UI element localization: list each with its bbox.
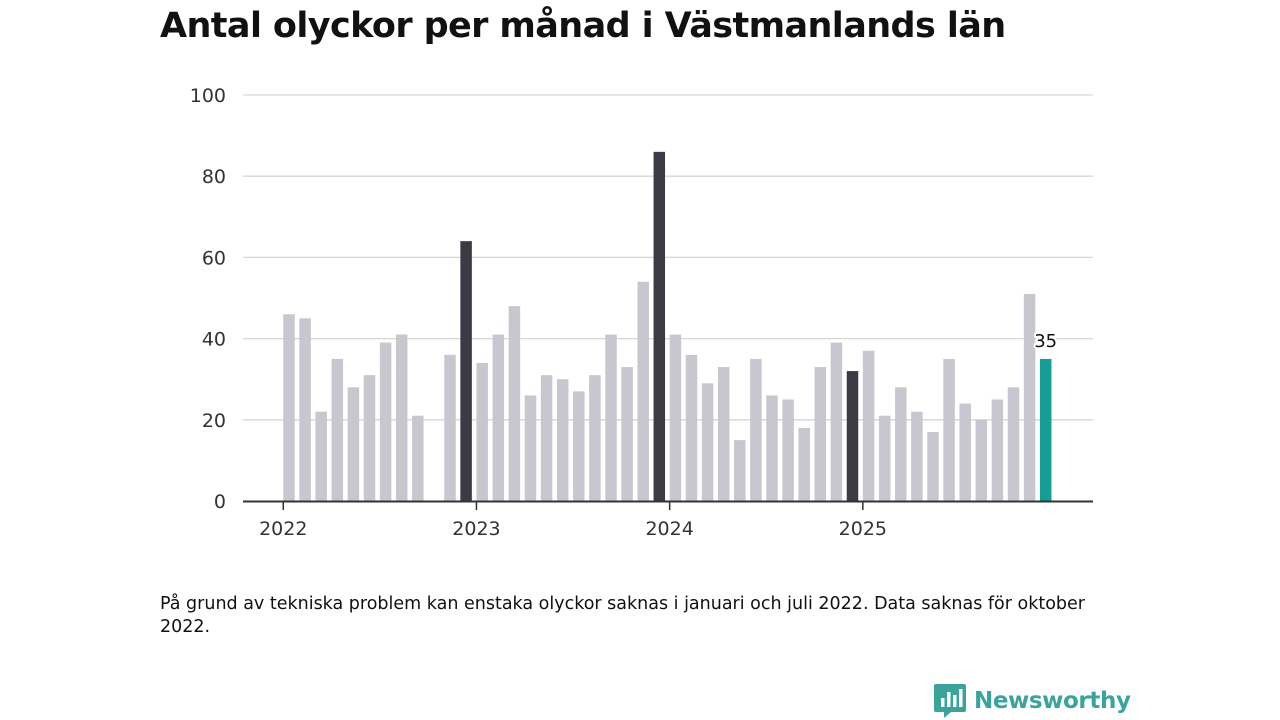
bar-2025-07: 2025-07: 24	[959, 403, 971, 501]
bar-2025-04: 2025-04: 22	[911, 411, 923, 501]
footnote: På grund av tekniska problem kan enstaka…	[160, 594, 1085, 637]
bar-2023-01: 2023-01: 34	[476, 362, 488, 501]
bar-2023-08: 2023-08: 31	[589, 375, 601, 501]
bar-2024-04: 2024-04: 33	[717, 367, 730, 501]
bar-2023-07: 2023-07: 27	[573, 391, 585, 501]
bar-series: 2022-01: 46 2022-02: 45 2022-03: 22 2022-04…	[283, 151, 1052, 501]
bar-2024-11: 2024-11: 39	[830, 342, 843, 501]
bar-2024-08: 2024-08: 25	[782, 399, 794, 501]
x-tick-label: 2024	[645, 518, 693, 540]
bar-2022-09: 2022-09: 21	[412, 415, 424, 501]
x-axis: 2022 2023 2024 2025	[243, 500, 1093, 540]
brand-logo: Newsworthy	[933, 683, 1131, 719]
y-tick-label: 40	[202, 329, 226, 351]
bar-2023-12: 2023-12: 86	[653, 151, 666, 501]
y-tick-label: 0	[214, 491, 226, 513]
bar-2024-05: 2024-05: 15	[734, 440, 746, 501]
bar-2024-01: 2024-01: 41	[669, 334, 682, 501]
data-labels: 35	[1032, 329, 1059, 354]
x-tick-label: 2025	[839, 518, 887, 540]
bar-2024-12: 2024-12: 32	[846, 371, 859, 501]
bar-2025-02: 2025-02: 21	[878, 415, 891, 501]
bar-2024-02: 2024-02: 36	[685, 354, 698, 501]
bar-2023-06: 2023-06: 30	[556, 379, 569, 501]
bar-2023-11: 2023-11: 54	[637, 281, 649, 501]
chart-title: Antal olyckor per månad i Västmanlands l…	[160, 6, 1006, 46]
data-label: 35	[1034, 331, 1057, 352]
bar-2022-05: 2022-05: 28	[347, 387, 360, 501]
bar-2024-07: 2024-07: 26	[766, 395, 778, 501]
bar-2025-06: 2025-06: 35	[943, 358, 955, 501]
bar-2022-04: 2022-04: 35	[331, 358, 344, 501]
bar-2024-10: 2024-10: 33	[814, 367, 827, 501]
bar-2025-03: 2025-03: 28	[895, 387, 907, 501]
bar-2022-12: 2022-12: 64	[460, 241, 472, 501]
bar-2023-05: 2023-05: 31	[540, 375, 553, 501]
bar-2025-05: 2025-05: 17	[927, 431, 939, 501]
bar-2022-08: 2022-08: 41	[395, 334, 408, 501]
y-tick-label: 20	[202, 410, 226, 432]
bar-2025-01: 2025-01: 37	[862, 350, 875, 501]
bar-2022-02: 2022-02: 45	[299, 318, 311, 501]
bar-2022-07: 2022-07: 39	[379, 342, 392, 501]
bar-2023-03: 2023-03: 48	[508, 306, 521, 501]
y-tick-label: 60	[202, 247, 226, 269]
bar-2024-09: 2024-09: 18	[798, 427, 810, 501]
bar-2025-10: 2025-10: 28	[1007, 387, 1020, 501]
bar-2023-04: 2023-04: 26	[524, 395, 537, 501]
bar-2025-12: 2025-12: 35	[1039, 358, 1052, 501]
bar-2022-01: 2022-01: 46	[283, 314, 295, 501]
bar-2024-03: 2024-03: 29	[701, 383, 714, 501]
y-tick-label: 100	[190, 85, 226, 107]
grid-lines	[243, 94, 1093, 421]
bar-2023-09: 2023-09: 41	[605, 334, 617, 501]
bar-2024-06: 2024-06: 35	[750, 358, 762, 501]
bar-2025-11: 2025-11: 51	[1023, 293, 1036, 501]
bar-2023-02: 2023-02: 41	[492, 334, 505, 501]
bar-2022-03: 2022-03: 22	[315, 411, 327, 501]
y-axis: 0 20 40 60 80 100	[190, 85, 226, 513]
y-tick-label: 80	[202, 166, 226, 188]
newsworthy-logo-icon	[934, 684, 966, 718]
x-tick-label: 2022	[259, 518, 307, 540]
brand-name: Newsworthy	[974, 688, 1131, 714]
bar-2022-11: 2022-11: 36	[444, 354, 456, 501]
bar-2025-08: 2025-08: 20	[975, 419, 988, 501]
bar-2022-06: 2022-06: 31	[363, 375, 376, 501]
bar-2025-09: 2025-09: 25	[991, 399, 1004, 501]
x-tick-label: 2023	[452, 518, 500, 540]
bar-2023-10: 2023-10: 33	[621, 367, 633, 501]
